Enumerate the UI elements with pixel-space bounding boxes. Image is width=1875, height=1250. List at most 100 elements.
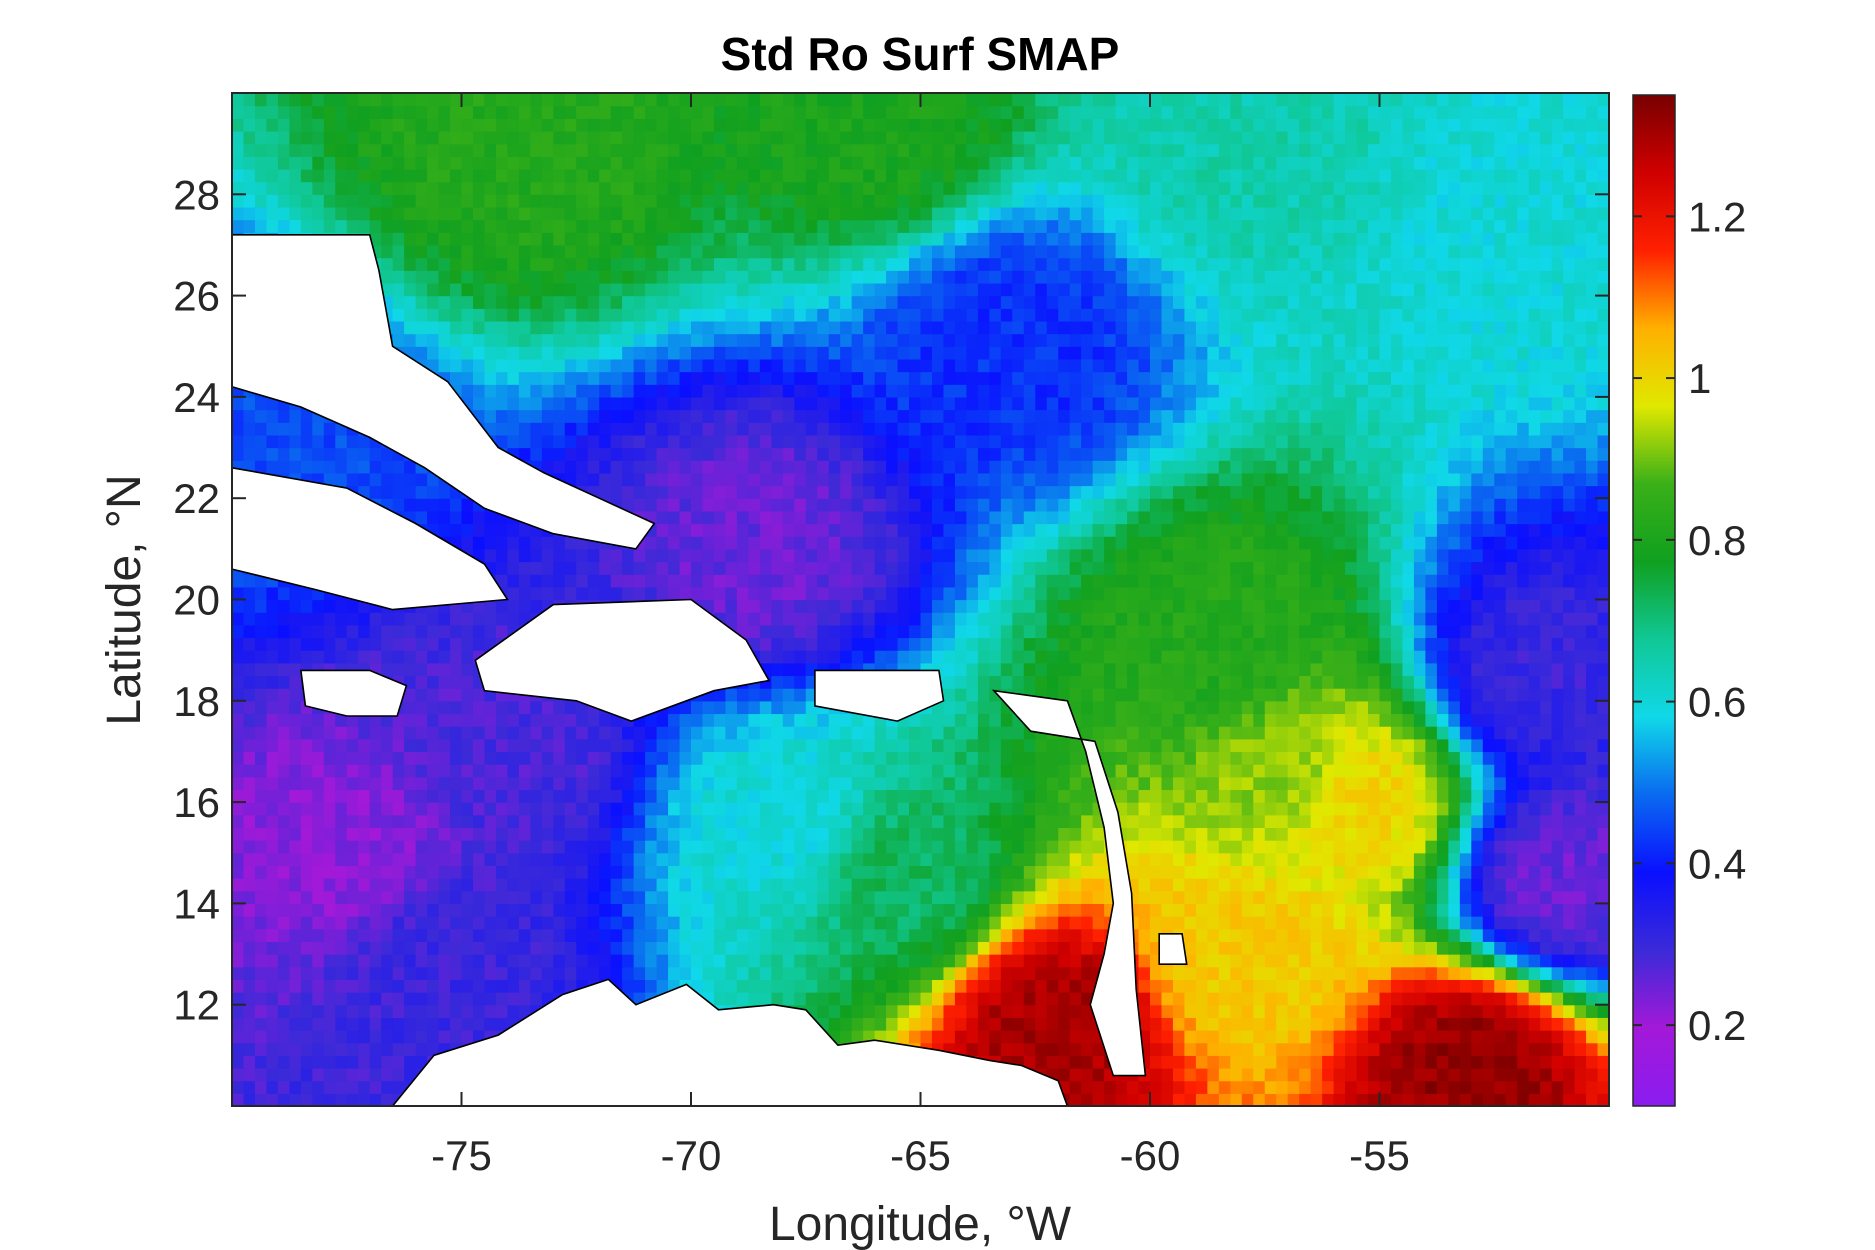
heatmap-cell [277, 1055, 290, 1069]
heatmap-cell [1333, 764, 1346, 778]
heatmap-cell [1310, 688, 1323, 702]
heatmap-cell [1597, 675, 1609, 689]
heatmap-cell [943, 865, 956, 879]
heatmap-cell [553, 726, 566, 740]
heatmap-cell [541, 878, 554, 892]
heatmap-cell [254, 1042, 268, 1056]
heatmap-cell [736, 852, 749, 867]
heatmap-cell [1597, 776, 1609, 791]
heatmap-cell [461, 1004, 474, 1018]
heatmap-cell [920, 776, 933, 791]
heatmap-cell [576, 802, 589, 816]
heatmap-cell [931, 599, 945, 613]
heatmap-cell [977, 1017, 990, 1031]
heatmap-cell [1253, 954, 1266, 968]
heatmap-cell [645, 903, 658, 917]
heatmap-cell [1012, 1004, 1025, 1018]
heatmap-cell [1218, 814, 1231, 829]
heatmap-cell [851, 1004, 864, 1018]
heatmap-cell [1310, 954, 1323, 968]
heatmap-cell [1390, 840, 1404, 854]
heatmap-cell [461, 954, 474, 968]
heatmap-cell [1276, 586, 1289, 601]
heatmap-cell [277, 992, 290, 1006]
heatmap-cell [576, 840, 589, 854]
heatmap-cell [1230, 802, 1243, 816]
heatmap-cell [1012, 840, 1025, 854]
heatmap-cell [771, 941, 784, 955]
heatmap-cell [1505, 1093, 1518, 1106]
heatmap-cell [277, 612, 290, 626]
heatmap-cell [1436, 624, 1449, 639]
heatmap-cell [1482, 700, 1495, 715]
heatmap-cell [874, 764, 887, 778]
heatmap-cell [1161, 738, 1174, 753]
heatmap-cell [1471, 827, 1484, 841]
heatmap-cell [232, 1080, 245, 1094]
heatmap-cell [1517, 1093, 1530, 1106]
heatmap-cell [381, 827, 394, 841]
heatmap-cell [277, 738, 290, 753]
heatmap-cell [1459, 1017, 1472, 1031]
heatmap-cell [1505, 726, 1518, 740]
heatmap-cell [254, 954, 268, 968]
heatmap-cell [897, 802, 910, 816]
heatmap-cell [954, 865, 967, 879]
heatmap-cell [266, 1004, 279, 1018]
heatmap-cell [1540, 726, 1553, 740]
heatmap-cell [1448, 992, 1461, 1006]
heatmap-cell [564, 966, 577, 980]
heatmap-cell [1184, 688, 1197, 702]
heatmap-cell [472, 624, 486, 639]
heatmap-cell [1436, 1042, 1449, 1056]
heatmap-cell [874, 878, 887, 892]
heatmap-cell [1310, 726, 1323, 740]
heatmap-cell [931, 789, 945, 803]
heatmap-cell [1574, 726, 1587, 740]
heatmap-cell [1436, 852, 1449, 867]
heatmap-cell [1597, 751, 1609, 765]
heatmap-cell [1368, 979, 1381, 993]
heatmap-cell [782, 802, 795, 816]
heatmap-cell [438, 776, 451, 791]
heatmap-cell [851, 738, 864, 753]
heatmap-cell [323, 1055, 336, 1069]
heatmap-cell [1436, 738, 1449, 753]
heatmap-cell [1104, 586, 1117, 601]
heatmap-cell [1046, 840, 1059, 854]
heatmap-cell [243, 890, 256, 904]
heatmap-cell [886, 827, 899, 841]
heatmap-cell [1494, 827, 1507, 841]
heatmap-cell [622, 966, 635, 980]
heatmap-cell [1184, 726, 1197, 740]
heatmap-cell [771, 903, 784, 917]
heatmap-cell [1150, 738, 1163, 753]
heatmap-cell [1505, 865, 1518, 879]
heatmap-cell [1287, 688, 1300, 702]
heatmap-cell [645, 726, 658, 740]
heatmap-cell [427, 814, 440, 829]
heatmap-cell [1425, 966, 1438, 980]
heatmap-cell [415, 1017, 428, 1031]
heatmap-cell [1563, 637, 1576, 651]
heatmap-cell [438, 700, 451, 715]
heatmap-cell [954, 1017, 967, 1031]
heatmap-cell [1241, 802, 1254, 816]
heatmap-cell [427, 650, 440, 664]
heatmap-cell [450, 827, 463, 841]
heatmap-cell [1207, 916, 1220, 930]
heatmap-cell [943, 954, 956, 968]
heatmap-cell [1184, 700, 1197, 715]
heatmap-cell [1207, 586, 1220, 601]
heatmap-cell [1046, 979, 1059, 993]
heatmap-cell [782, 865, 795, 879]
heatmap-cell [335, 1042, 348, 1056]
heatmap-cell [1264, 966, 1277, 980]
heatmap-cell [1172, 1093, 1186, 1106]
heatmap-cell [1563, 738, 1576, 753]
heatmap-cell [415, 1030, 428, 1044]
heatmap-cell [1241, 612, 1254, 626]
heatmap-cell [1138, 954, 1151, 968]
heatmap-cell [323, 979, 336, 993]
heatmap-cell [392, 992, 405, 1006]
